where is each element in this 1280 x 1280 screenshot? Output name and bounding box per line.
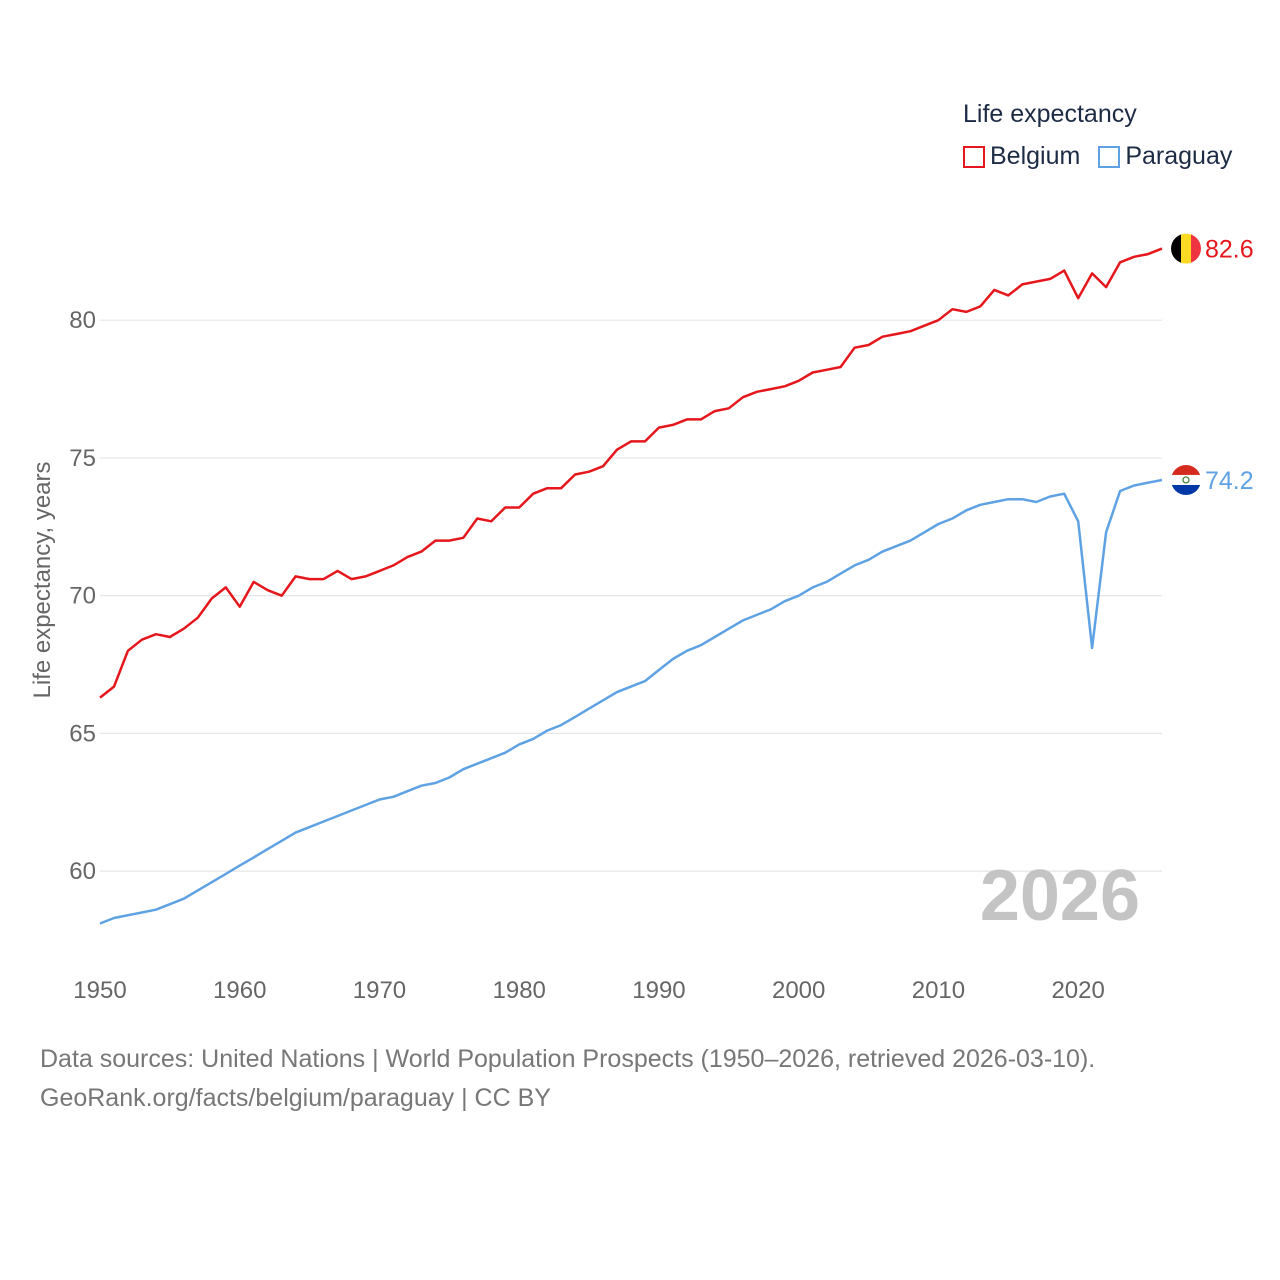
x-tick-label: 1960 <box>213 977 266 1004</box>
gridlines <box>100 319 1162 872</box>
legend-swatch-paraguay <box>1098 145 1121 168</box>
belgium-flag-icon <box>1171 233 1201 264</box>
y-axis-label: Life expectancy, years <box>29 461 56 698</box>
x-tick-label: 1990 <box>632 977 685 1004</box>
legend: Belgium Paraguay <box>963 142 1250 171</box>
x-tick-label: 2020 <box>1051 977 1104 1004</box>
data-sources-text: Data sources: United Nations | World Pop… <box>40 1045 1096 1073</box>
legend-label-belgium: Belgium <box>990 142 1081 170</box>
year-label: 2026 <box>980 856 1140 936</box>
y-tick-label: 75 <box>69 445 96 472</box>
x-tick-label: 2000 <box>772 977 825 1004</box>
y-tick-label: 60 <box>69 858 96 885</box>
paraguay-end-label: 74.2 <box>1205 467 1254 495</box>
x-tick-label: 1970 <box>353 977 406 1004</box>
belgium-end-label: 82.6 <box>1205 236 1254 264</box>
y-tick-label: 65 <box>69 720 96 747</box>
paraguay-flag-icon <box>1171 464 1201 495</box>
y-axis-ticks: 60 65 70 75 80 <box>69 307 96 885</box>
x-axis-ticks: 1950 1960 1970 1980 1990 2000 2010 2020 <box>73 977 1105 1004</box>
series-line-belgium <box>99 247 1163 699</box>
legend-item-belgium[interactable]: Belgium <box>963 142 1080 171</box>
x-tick-label: 1950 <box>73 977 126 1004</box>
legend-item-paraguay[interactable]: Paraguay <box>1098 142 1232 171</box>
series-line-paraguay <box>99 478 1163 925</box>
attribution-link[interactable]: GeoRank.org/facts/belgium/paraguay | CC … <box>40 1084 551 1112</box>
series-end-markers: 82.6 74.2 <box>1171 233 1254 495</box>
x-tick-label: 1980 <box>493 977 546 1004</box>
x-tick-label: 2010 <box>912 977 965 1004</box>
legend-title: Life expectancy <box>963 100 1137 128</box>
series-lines <box>99 247 1163 925</box>
legend-swatch-belgium <box>963 145 985 168</box>
legend-label-paraguay: Paraguay <box>1125 142 1233 170</box>
y-tick-label: 70 <box>69 583 96 610</box>
y-tick-label: 80 <box>69 307 96 334</box>
